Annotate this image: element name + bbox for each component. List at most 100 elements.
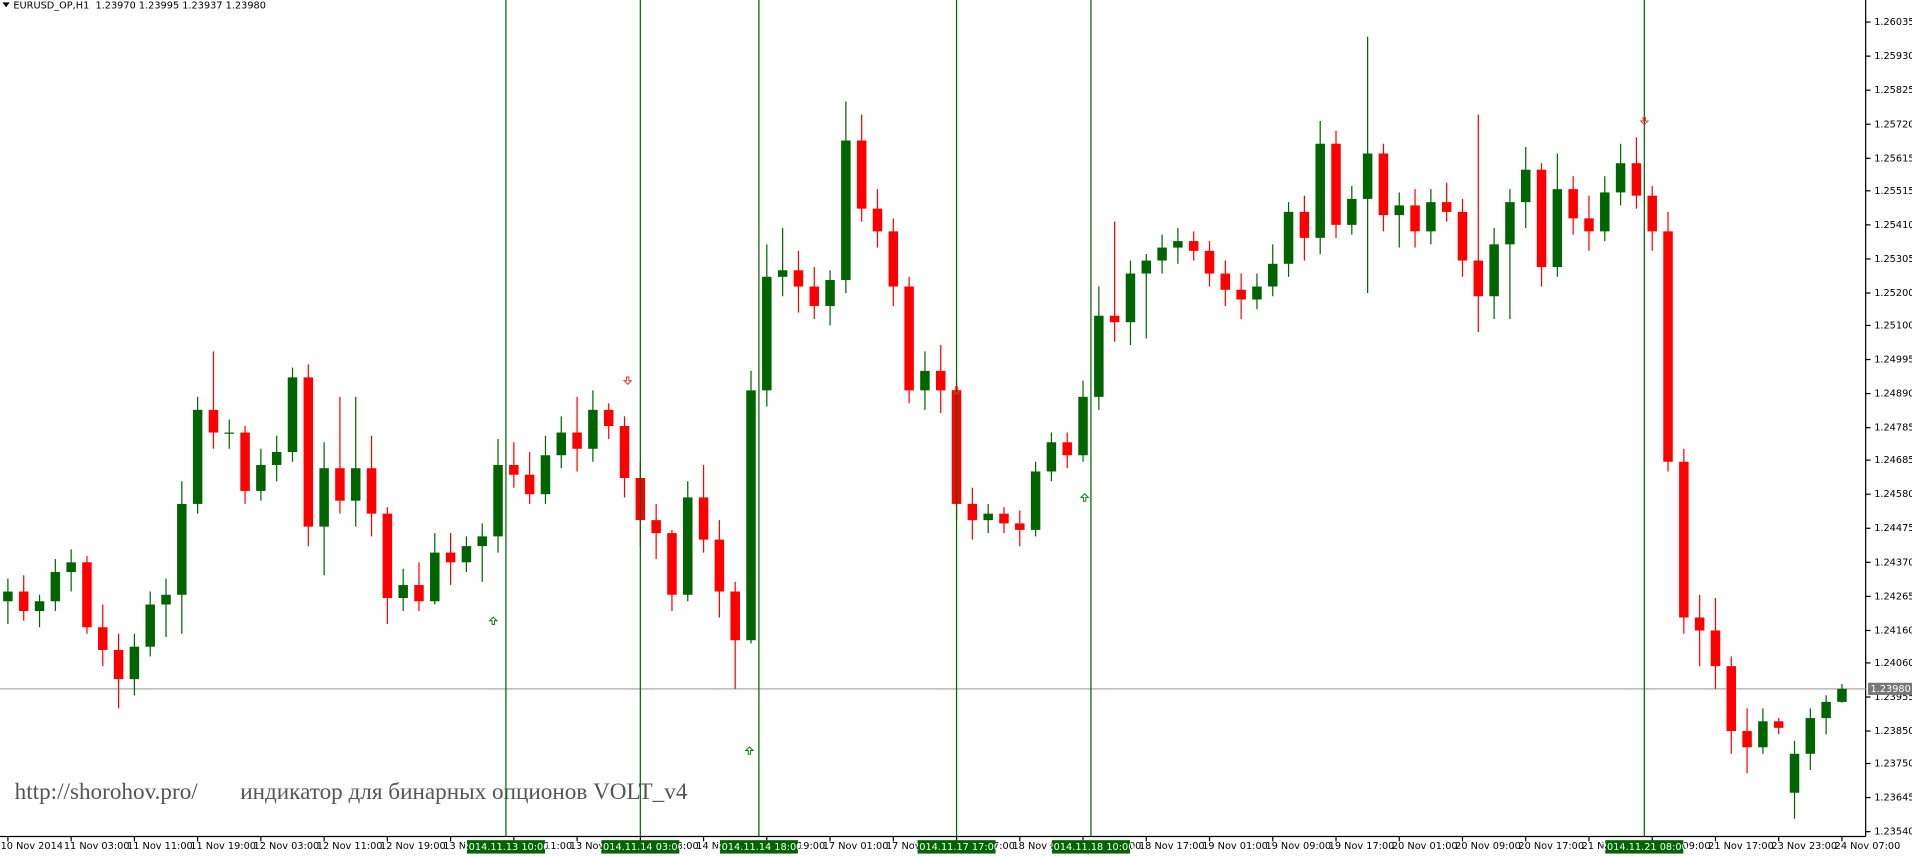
candle-body bbox=[1410, 205, 1420, 232]
signal-arrow bbox=[488, 616, 499, 625]
watermark-url: http://shorohov.pro/ bbox=[15, 779, 199, 805]
header-triangle bbox=[2, 2, 10, 8]
candle-body bbox=[1552, 189, 1563, 268]
y-tick-label: 1.24060 bbox=[1874, 658, 1912, 669]
x-tick-label: 12 Nov 11:00 bbox=[317, 841, 383, 852]
candle-body bbox=[509, 464, 519, 475]
candle-body bbox=[66, 562, 76, 573]
candle-body bbox=[319, 468, 329, 527]
y-tick-label: 1.23540 bbox=[1874, 827, 1912, 838]
vertical-line-label: 2014.11.14 18:00 bbox=[715, 842, 802, 853]
candle-body bbox=[746, 390, 756, 641]
candle-body bbox=[888, 231, 899, 287]
candle-body bbox=[651, 520, 661, 534]
candle-body bbox=[1236, 289, 1246, 300]
y-tick-label: 1.25305 bbox=[1874, 254, 1912, 265]
candle-body bbox=[540, 455, 551, 495]
current-price-label: 1.23980 bbox=[1871, 684, 1911, 695]
candle-body bbox=[1726, 666, 1737, 732]
y-tick-label: 1.24685 bbox=[1874, 455, 1912, 466]
candle-body bbox=[1362, 153, 1373, 199]
candle-body bbox=[1015, 523, 1025, 530]
signal-arrow bbox=[1639, 116, 1650, 126]
candle-body bbox=[129, 646, 140, 680]
candle-body bbox=[1094, 315, 1104, 397]
candle-body bbox=[1679, 461, 1689, 618]
candle-body bbox=[603, 409, 614, 427]
vertical-line-label-box bbox=[917, 840, 996, 854]
candle-body bbox=[1283, 211, 1294, 264]
candle-body bbox=[82, 562, 92, 628]
candle-body bbox=[1252, 286, 1262, 300]
candle-body bbox=[809, 286, 819, 306]
x-tick-label: 11 Nov 11:00 bbox=[127, 841, 193, 852]
candle-body bbox=[619, 426, 630, 478]
candle-body bbox=[461, 546, 472, 563]
y-tick-label: 1.23850 bbox=[1874, 726, 1912, 737]
x-tick-label: 11 Nov 03:00 bbox=[64, 841, 130, 852]
candle-body bbox=[335, 468, 345, 501]
signal-arrow bbox=[622, 376, 633, 385]
candle-body bbox=[1347, 198, 1357, 225]
candle-body bbox=[1536, 169, 1547, 268]
candle-body bbox=[1520, 169, 1531, 203]
y-tick-label: 1.24890 bbox=[1874, 389, 1912, 400]
y-tick-label: 1.24475 bbox=[1874, 523, 1912, 534]
y-tick-label: 1.24785 bbox=[1874, 423, 1912, 434]
vertical-line-label: 2014.11.14 03:00 bbox=[597, 842, 684, 853]
candle-body bbox=[1078, 396, 1088, 456]
x-tick-label: 10 Nov 2014 bbox=[1, 841, 63, 852]
current-price-box bbox=[1868, 682, 1912, 695]
signal-arrow bbox=[1079, 493, 1090, 502]
y-tick-label: 1.25200 bbox=[1874, 288, 1912, 299]
candle-body bbox=[366, 468, 377, 514]
candle-body bbox=[825, 280, 835, 306]
candle-body bbox=[1141, 260, 1152, 274]
y-tick-label: 1.25615 bbox=[1874, 153, 1912, 164]
candle-body bbox=[477, 536, 487, 547]
vertical-line-label-box bbox=[1051, 840, 1130, 854]
candle-body bbox=[1378, 153, 1389, 216]
candle-body bbox=[1457, 211, 1468, 261]
candle-body bbox=[1615, 163, 1626, 193]
candle-body bbox=[1694, 617, 1705, 631]
y-tick-label: 1.24370 bbox=[1874, 557, 1912, 568]
y-tick-label: 1.24265 bbox=[1874, 591, 1912, 602]
x-tick-label: 20 Nov 09:00 bbox=[1455, 841, 1521, 852]
candle-body bbox=[1125, 273, 1136, 323]
y-tick-label: 1.25720 bbox=[1874, 119, 1912, 130]
candle-body bbox=[414, 585, 424, 602]
candle-body bbox=[145, 604, 155, 647]
x-tick-label: 20 Nov 17:00 bbox=[1518, 841, 1584, 852]
x-tick-label: 19 Nov 17:00 bbox=[1329, 841, 1395, 852]
candle-body bbox=[999, 513, 1009, 524]
candle-body bbox=[556, 432, 567, 456]
candle-body bbox=[1663, 231, 1673, 462]
candle-body bbox=[1758, 721, 1768, 748]
candle-body bbox=[493, 464, 503, 537]
candle-body bbox=[113, 649, 124, 680]
y-tick-label: 1.25100 bbox=[1874, 320, 1912, 331]
candle-body bbox=[1426, 202, 1436, 232]
candle-body bbox=[1299, 211, 1310, 238]
candle-body bbox=[350, 468, 361, 501]
watermark-text: индикатор для бинарных опционов VOLT_v4 bbox=[240, 779, 688, 805]
candle-body bbox=[1268, 263, 1278, 287]
vertical-line-label-box bbox=[1605, 840, 1684, 854]
candle-body bbox=[50, 572, 61, 602]
candle-body bbox=[856, 140, 867, 209]
candle-body bbox=[1647, 195, 1657, 232]
vertical-line-label: 2014.11.17 17:00 bbox=[913, 842, 1000, 853]
vertical-line-label: 2014.11.13 10:00 bbox=[462, 842, 549, 853]
candle-body bbox=[1631, 163, 1642, 196]
candle-body bbox=[208, 409, 219, 433]
vertical-line-label-box bbox=[601, 840, 680, 854]
candle-body bbox=[98, 627, 108, 650]
candle-body bbox=[667, 533, 677, 595]
candle-body bbox=[1742, 731, 1752, 748]
candle-body bbox=[398, 585, 408, 599]
candle-body bbox=[287, 377, 298, 453]
candle-body bbox=[192, 409, 203, 504]
candle-body bbox=[271, 452, 282, 465]
x-tick-label: 18 Nov 17:00 bbox=[1139, 841, 1205, 852]
